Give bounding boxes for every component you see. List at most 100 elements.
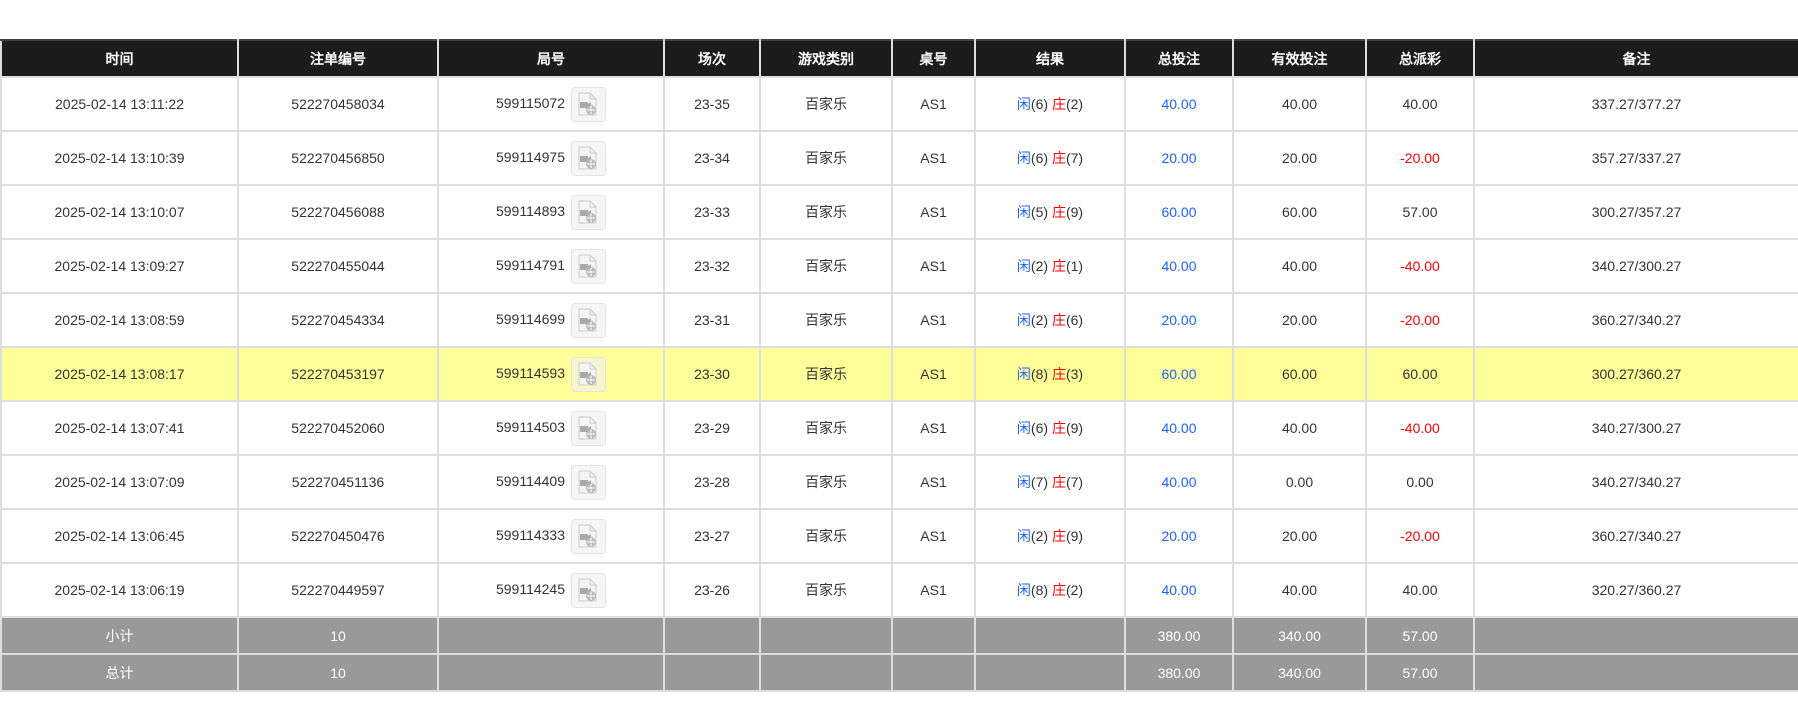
banker-label: 庄: [1051, 528, 1066, 544]
cell-note: 320.27/360.27: [1473, 562, 1798, 618]
header-result: 结果: [974, 39, 1126, 78]
header-bet-id: 注单编号: [237, 39, 439, 78]
cell-shoe: 23-34: [663, 130, 761, 186]
empty-cell: [437, 653, 665, 692]
table-row: 2025-02-14 13:09:27 522270455044 599114791…: [0, 238, 1798, 294]
cell-shoe: 23-30: [663, 346, 761, 402]
video-replay-icon[interactable]: [571, 464, 607, 500]
video-replay-icon[interactable]: [571, 572, 607, 608]
table-row: 2025-02-14 13:06:45 522270450476 599114333…: [0, 508, 1798, 564]
summary-payout: 57.00: [1365, 616, 1475, 655]
video-replay-icon[interactable]: [571, 194, 607, 230]
player-points: (2): [1030, 312, 1049, 328]
table-row: 2025-02-14 13:10:07 522270456088 599114893…: [0, 184, 1798, 240]
video-replay-icon[interactable]: [571, 248, 607, 284]
cell-game-type: 百家乐: [759, 454, 893, 510]
cell-shoe: 23-32: [663, 238, 761, 294]
player-label: 闲: [1016, 258, 1031, 274]
round-number: 599114333: [495, 526, 566, 543]
banker-points: (9): [1065, 420, 1084, 436]
summary-label: 总计: [0, 653, 239, 692]
subtotal-row: 小计 10 380.00 340.00 57.00: [0, 616, 1798, 655]
table-row: 2025-02-14 13:08:17 522270453197 599114593…: [0, 346, 1798, 402]
cell-payout: 57.00: [1365, 184, 1475, 240]
empty-cell: [437, 616, 665, 655]
cell-time: 2025-02-14 13:09:27: [0, 238, 239, 294]
cell-table-no: AS1: [891, 454, 976, 510]
cell-result: 闲(5) 庄(9): [974, 184, 1126, 240]
player-label: 闲: [1016, 204, 1031, 220]
cell-total-bet: 40.00: [1124, 562, 1234, 618]
player-points: (6): [1030, 420, 1049, 436]
video-replay-icon[interactable]: [571, 140, 607, 176]
cell-time: 2025-02-14 13:11:22: [0, 76, 239, 132]
cell-game-type: 百家乐: [759, 76, 893, 132]
video-replay-icon[interactable]: [571, 356, 607, 392]
cell-shoe: 23-26: [663, 562, 761, 618]
cell-note: 340.27/300.27: [1473, 400, 1798, 456]
cell-note: 340.27/340.27: [1473, 454, 1798, 510]
cell-game-type: 百家乐: [759, 238, 893, 294]
banker-label: 庄: [1051, 204, 1066, 220]
header-round: 局号: [437, 39, 665, 78]
cell-time: 2025-02-14 13:06:19: [0, 562, 239, 618]
banker-label: 庄: [1051, 582, 1066, 598]
cell-valid-bet: 60.00: [1232, 184, 1367, 240]
cell-result: 闲(6) 庄(2): [974, 76, 1126, 132]
cell-result: 闲(8) 庄(3): [974, 346, 1126, 402]
empty-cell: [974, 653, 1126, 692]
cell-bet-id: 522270451136: [237, 454, 439, 510]
banker-points: (7): [1065, 474, 1084, 490]
cell-shoe: 23-35: [663, 76, 761, 132]
cell-game-type: 百家乐: [759, 400, 893, 456]
cell-valid-bet: 20.00: [1232, 508, 1367, 564]
cell-game-type: 百家乐: [759, 508, 893, 564]
banker-label: 庄: [1051, 96, 1066, 112]
header-time: 时间: [0, 39, 239, 78]
cell-bet-id: 522270450476: [237, 508, 439, 564]
cell-bet-id: 522270456850: [237, 130, 439, 186]
cell-table-no: AS1: [891, 562, 976, 618]
player-label: 闲: [1016, 582, 1031, 598]
cell-round: 599114975: [437, 130, 665, 186]
summary-total-bet: 380.00: [1124, 616, 1234, 655]
round-number: 599114975: [495, 148, 566, 165]
header-valid-bet: 有效投注: [1232, 39, 1367, 78]
player-points: (6): [1030, 96, 1049, 112]
table-header: 时间 注单编号 局号 场次 游戏类别 桌号 结果 总投注 有效投注 总派彩 备注: [0, 39, 1798, 78]
empty-cell: [1473, 616, 1798, 655]
table-row: 2025-02-14 13:08:59 522270454334 599114699…: [0, 292, 1798, 348]
cell-game-type: 百家乐: [759, 130, 893, 186]
player-label: 闲: [1016, 96, 1031, 112]
video-replay-icon[interactable]: [571, 86, 607, 122]
cell-round: 599114503: [437, 400, 665, 456]
player-label: 闲: [1016, 474, 1031, 490]
round-number: 599114791: [495, 256, 566, 273]
cell-table-no: AS1: [891, 238, 976, 294]
player-points: (7): [1030, 474, 1049, 490]
cell-valid-bet: 0.00: [1232, 454, 1367, 510]
round-number: 599114503: [495, 418, 566, 435]
cell-note: 360.27/340.27: [1473, 508, 1798, 564]
video-replay-icon[interactable]: [571, 410, 607, 446]
empty-cell: [891, 653, 976, 692]
cell-table-no: AS1: [891, 76, 976, 132]
cell-round: 599114893: [437, 184, 665, 240]
player-label: 闲: [1016, 312, 1031, 328]
cell-time: 2025-02-14 13:08:59: [0, 292, 239, 348]
cell-note: 300.27/360.27: [1473, 346, 1798, 402]
cell-bet-id: 522270455044: [237, 238, 439, 294]
video-replay-icon[interactable]: [571, 302, 607, 338]
player-points: (6): [1030, 150, 1049, 166]
cell-payout: -20.00: [1365, 130, 1475, 186]
cell-bet-id: 522270456088: [237, 184, 439, 240]
banker-points: (2): [1065, 96, 1084, 112]
header-payout: 总派彩: [1365, 39, 1475, 78]
cell-round: 599114409: [437, 454, 665, 510]
cell-valid-bet: 40.00: [1232, 76, 1367, 132]
cell-note: 360.27/340.27: [1473, 292, 1798, 348]
table-row: 2025-02-14 13:10:39 522270456850 599114975…: [0, 130, 1798, 186]
cell-total-bet: 40.00: [1124, 400, 1234, 456]
video-replay-icon[interactable]: [571, 518, 607, 554]
cell-payout: 40.00: [1365, 76, 1475, 132]
